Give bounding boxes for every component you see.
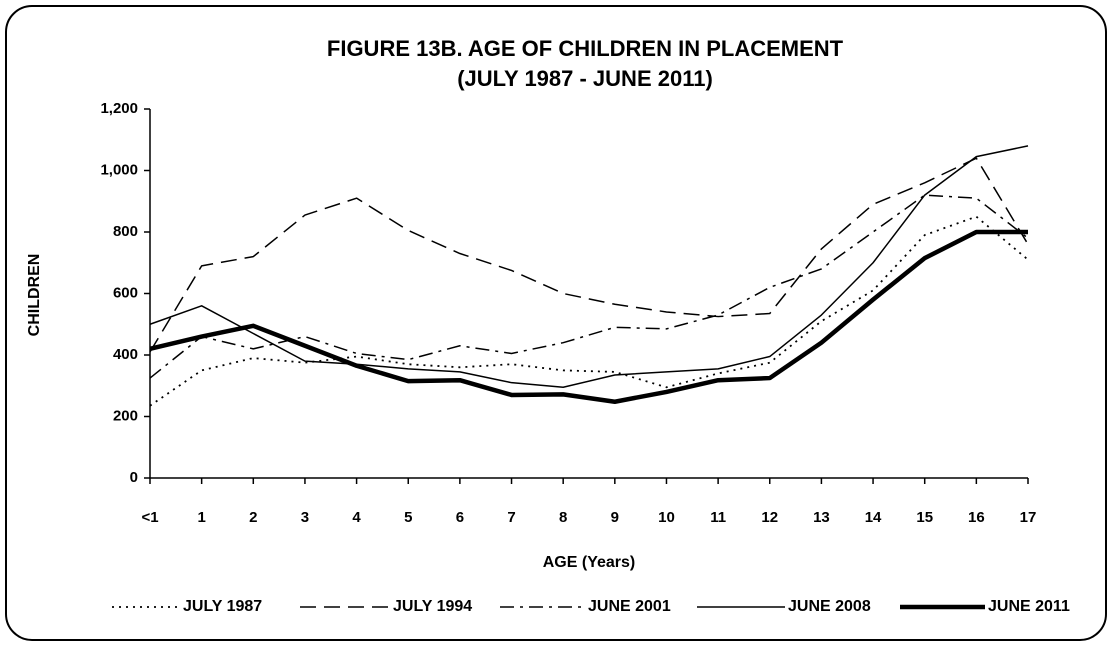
- x-tick-label: 7: [507, 509, 515, 526]
- x-tick-label: 10: [658, 509, 675, 526]
- frame: [5, 5, 1107, 641]
- x-tick-label: 15: [916, 509, 933, 526]
- legend-label: JUNE 2001: [588, 598, 671, 615]
- legend-label: JUNE 2008: [788, 598, 871, 615]
- legend-label: JULY 1994: [393, 598, 472, 615]
- legend-label: JUNE 2011: [988, 598, 1070, 615]
- x-tick-label: 4: [352, 509, 361, 526]
- chart-title: FIGURE 13B. AGE OF CHILDREN IN PLACEMENT: [327, 36, 844, 61]
- series-line: [149, 229, 1028, 404]
- x-tick-label: 16: [968, 509, 985, 526]
- legend-label: JULY 1987: [183, 598, 262, 615]
- x-tick-label: 8: [559, 509, 567, 526]
- series-line: [149, 145, 1029, 389]
- y-tick-label: 1,200: [100, 100, 138, 117]
- x-tick-label: 1: [197, 509, 205, 526]
- x-tick-label: 2: [249, 509, 257, 526]
- y-tick-label: 800: [113, 223, 138, 240]
- series-line: [149, 215, 1029, 407]
- x-tick-label: 11: [710, 509, 726, 526]
- x-axis-label: AGE (Years): [543, 554, 635, 571]
- chart-subtitle: (JULY 1987 - JUNE 2011): [457, 66, 713, 91]
- series-line: [149, 194, 1029, 379]
- y-tick-label: 1,000: [100, 161, 138, 178]
- series-line: [149, 157, 1029, 353]
- x-tick-label: 13: [813, 509, 830, 526]
- x-tick-label: 9: [611, 509, 619, 526]
- x-tick-label: 12: [761, 509, 778, 526]
- x-tick-label: 3: [301, 509, 309, 526]
- y-tick-label: 400: [113, 346, 138, 363]
- x-tick-label: 17: [1020, 509, 1037, 526]
- x-tick-label: 14: [865, 509, 882, 526]
- y-tick-label: 0: [130, 469, 138, 486]
- x-tick-label: <1: [141, 509, 158, 526]
- x-tick-label: 5: [404, 509, 412, 526]
- x-tick-label: 6: [456, 509, 464, 526]
- y-tick-label: 600: [113, 284, 138, 301]
- y-axis-label: CHILDREN: [26, 254, 43, 337]
- y-tick-label: 200: [113, 407, 138, 424]
